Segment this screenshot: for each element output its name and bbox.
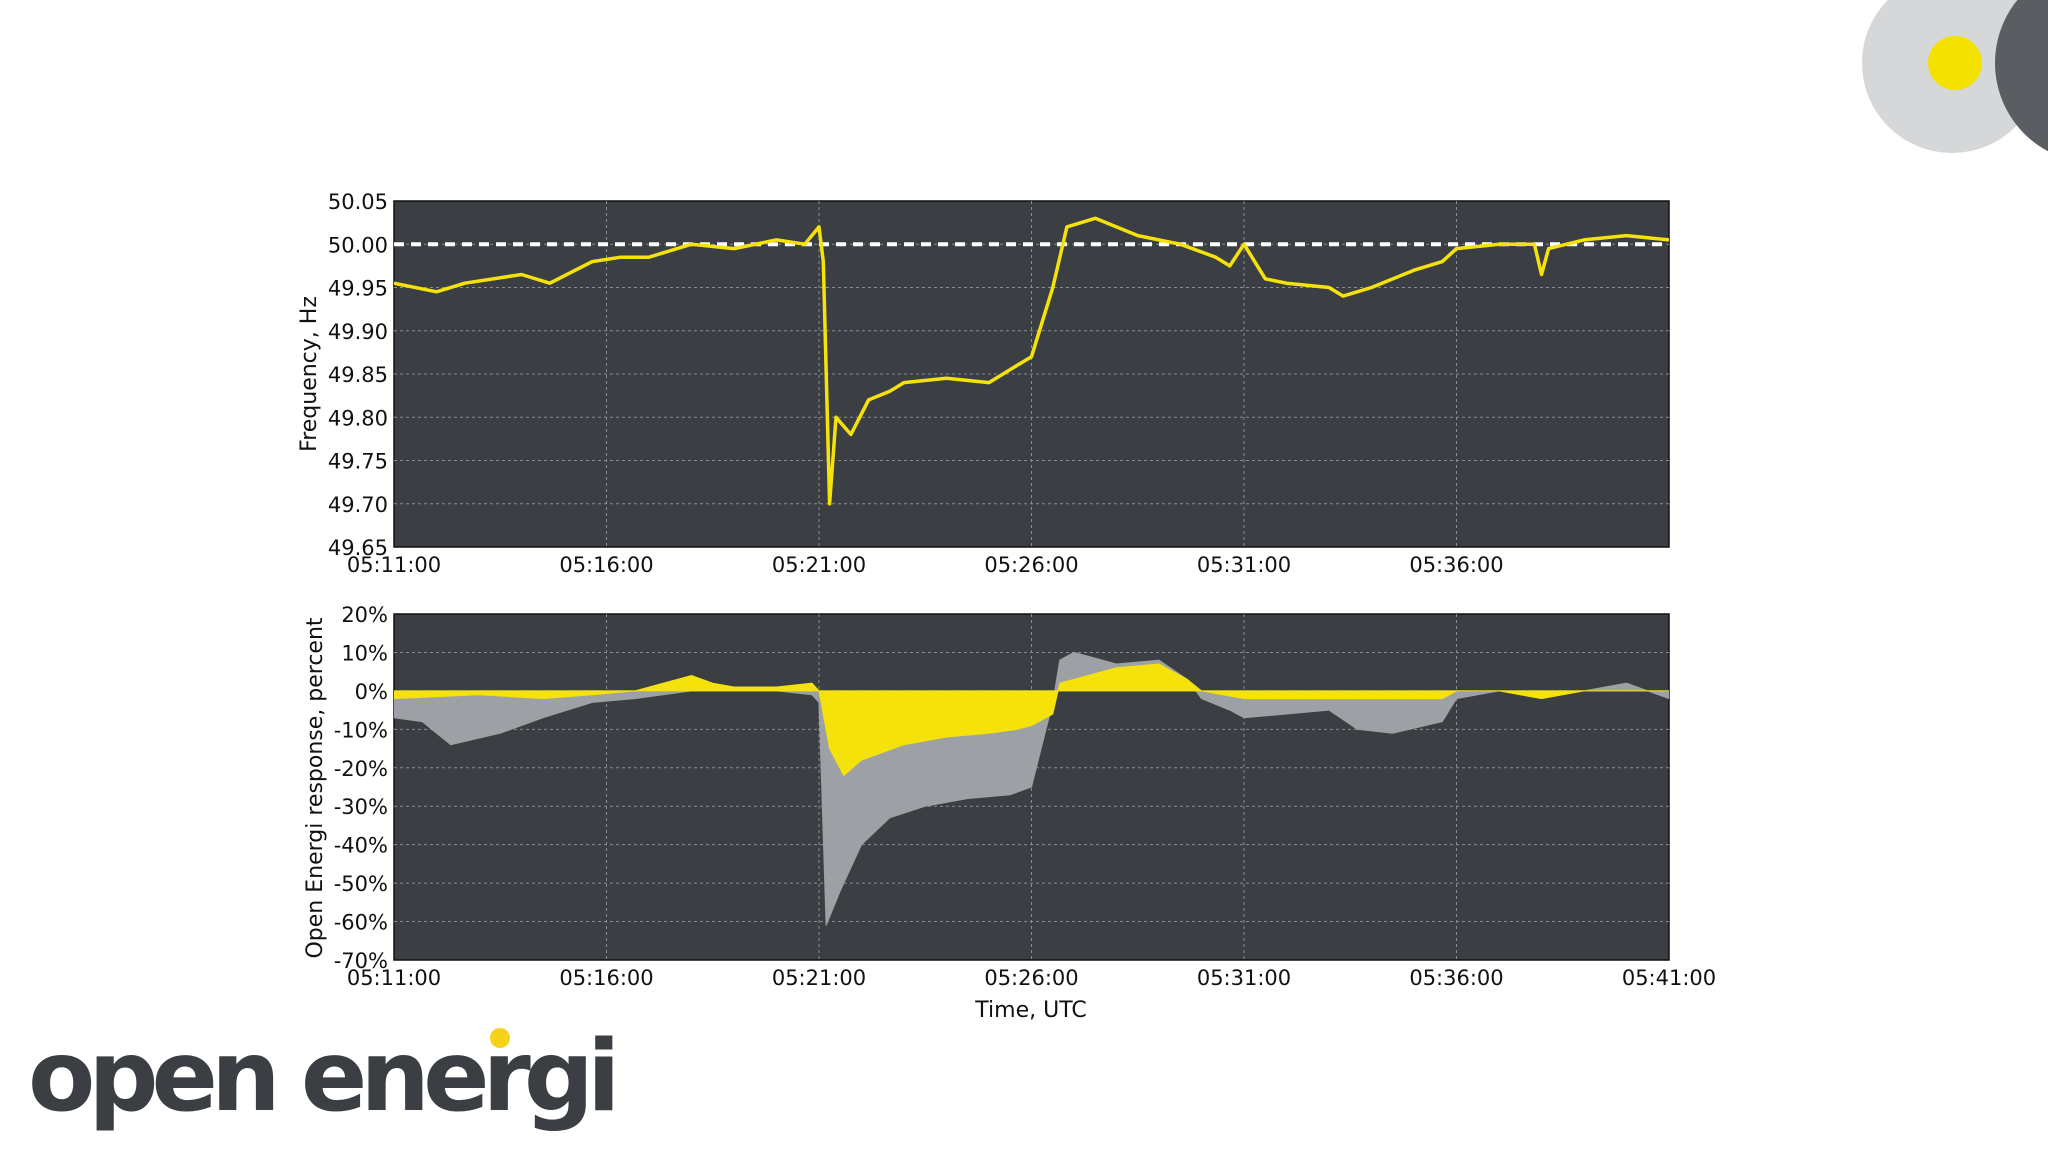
response-x-tick-label: 05:36:00 [1409, 966, 1503, 990]
frequency-y-axis-label: Frequency, Hz [297, 296, 322, 452]
response-x-tick-label: 05:16:00 [559, 966, 653, 990]
frequency-x-tick-label: 05:31:00 [1197, 553, 1291, 577]
response-x-axis-label: Time, UTC [974, 998, 1086, 1023]
response-y-tick-label: -70% [334, 949, 388, 973]
deco-dark-circle [1995, 0, 2048, 152]
frequency-y-ticks: 50.05 50.00 49.95 49.90 49.85 49.80 49.75 49.70… [328, 190, 388, 560]
response-y-tick-label: -60% [334, 911, 388, 935]
response-x-tick-label: 05:11:00 [347, 966, 441, 990]
frequency-y-tick-label: 49.80 [328, 406, 388, 430]
response-y-tick-label: -10% [334, 718, 388, 742]
response-x-tick-label: 05:31:00 [1197, 966, 1291, 990]
logo-dot [490, 1028, 510, 1048]
frequency-y-tick-label: 49.90 [328, 320, 388, 344]
response-y-tick-label: -20% [334, 757, 388, 781]
response-y-tick-label: -40% [334, 834, 388, 858]
frequency-x-tick-label: 05:16:00 [559, 553, 653, 577]
frequency-y-tick-label: 50.05 [328, 190, 388, 214]
response-y-axis-label: Open Energi response, percent [303, 617, 328, 958]
deco-yellow-dot [1928, 36, 1982, 90]
response-x-tick-label: 05:41:00 [1622, 966, 1716, 990]
response-y-tick-label: 10% [341, 641, 388, 665]
response-x-tick-label: 05:26:00 [984, 966, 1078, 990]
frequency-series [394, 216, 1669, 506]
frequency-series-line [394, 216, 1669, 506]
frequency-x-tick-label: 05:36:00 [1409, 553, 1503, 577]
frequency-chart: 50.05 50.00 49.95 49.90 49.85 49.80 49.75 49.70… [297, 190, 1670, 577]
response-series [394, 651, 1669, 926]
response-y-tick-label: 20% [341, 603, 388, 627]
frequency-x-tick-label: 05:21:00 [772, 553, 866, 577]
frequency-y-tick-label: 49.85 [328, 363, 388, 387]
response-yellow-area [394, 663, 1669, 777]
frequency-x-ticks: 05:11:00 05:16:00 05:21:00 05:26:00 05:31:00… [347, 553, 1504, 577]
frequency-y-tick-label: 49.95 [328, 277, 388, 301]
response-chart: 20% 10% 0% -10% -20% -30% -40% -50% -60% -70% 05:… [303, 603, 1716, 1023]
frequency-y-tick-label: 49.65 [328, 536, 388, 560]
response-y-tick-label: 0% [355, 680, 388, 704]
response-y-ticks: 20% 10% 0% -10% -20% -30% -40% -50% -60% -70% [334, 603, 388, 973]
frequency-x-tick-label: 05:26:00 [984, 553, 1078, 577]
response-x-ticks: 05:11:00 05:16:00 05:21:00 05:26:00 05:31:00… [347, 966, 1716, 990]
logo-wordmark: open energi [28, 1020, 621, 1134]
frequency-y-tick-label: 49.75 [328, 450, 388, 474]
open-energi-logo: open energi [28, 1020, 621, 1168]
response-y-tick-label: -50% [334, 872, 388, 896]
response-x-tick-label: 05:21:00 [772, 966, 866, 990]
response-y-tick-label: -30% [334, 795, 388, 819]
frequency-y-tick-label: 49.70 [328, 493, 388, 517]
frequency-x-tick-label: 05:11:00 [347, 553, 441, 577]
frequency-y-tick-label: 50.00 [328, 233, 388, 257]
